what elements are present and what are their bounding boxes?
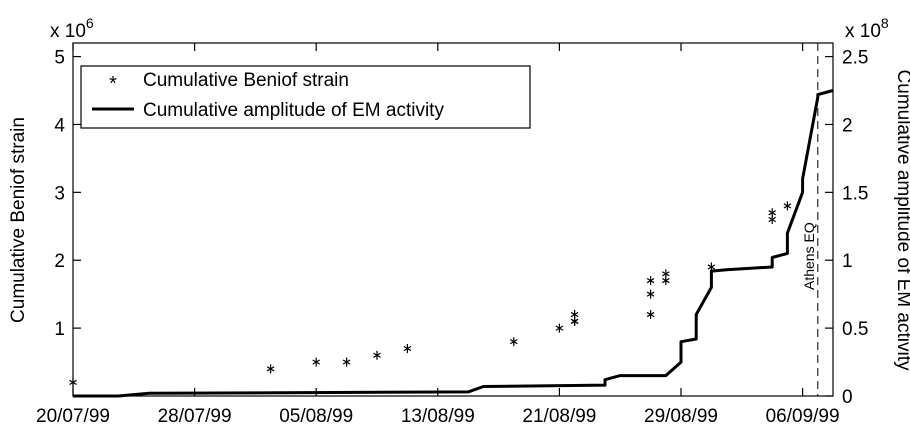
x-tick-label: 28/07/99: [158, 406, 232, 427]
right-tick-label: 2: [842, 115, 853, 136]
left-tick-label: 4: [54, 115, 65, 136]
benioff-point: [69, 377, 77, 387]
benioff-point: [555, 323, 564, 333]
benioff-point: [266, 364, 275, 374]
left-multiplier: x 106: [50, 15, 94, 42]
left-tick-label: 2: [54, 251, 65, 272]
legend: * Cumulative Beniof strain Cumulative am…: [80, 65, 531, 129]
em-activity-line: [73, 89, 834, 398]
left-tick-label: 5: [54, 48, 65, 69]
x-tick-label: 29/08/99: [644, 406, 718, 427]
benioff-point: [707, 262, 716, 272]
right-axis-ticks: 0 0.5 1 1.5 2 2.5: [825, 48, 868, 408]
right-axis-label: Cumulative amplitude of EM activity: [893, 70, 910, 371]
benioff-point: [509, 337, 518, 347]
benioff-strain-series: [69, 201, 792, 387]
x-tick-label: 06/09/99: [766, 406, 840, 427]
legend-marker-benioff: *: [109, 73, 117, 95]
athens-eq-label: Athens EQ: [801, 222, 817, 290]
benioff-point: [312, 357, 321, 367]
benioff-point: [783, 201, 792, 211]
x-tick-label: 05/08/99: [279, 406, 353, 427]
legend-label-em: Cumulative amplitude of EM activity: [143, 100, 444, 121]
benioff-point: [646, 276, 655, 286]
benioff-point: [342, 357, 351, 367]
benioff-point: [646, 310, 655, 320]
benioff-point: [661, 269, 670, 279]
left-tick-label: 1: [54, 319, 65, 340]
x-tick-label: 20/07/99: [36, 406, 110, 427]
benioff-point: [403, 343, 412, 353]
benioff-point: [373, 350, 381, 360]
x-tick-label: 21/08/99: [522, 406, 596, 427]
left-tick-label: 3: [54, 183, 65, 204]
legend-label-benioff: Cumulative Beniof strain: [143, 70, 349, 91]
right-tick-label: 1.5: [842, 183, 868, 204]
legend-box: [80, 65, 531, 129]
x-tick-label: 13/08/99: [401, 406, 475, 427]
right-tick-label: 0.5: [842, 319, 868, 340]
x-axis-ticks: 20/07/99 28/07/99 05/08/99 13/08/99 21/08/99…: [36, 43, 840, 427]
left-axis-label: Cumulative Beniof strain: [8, 117, 29, 323]
em-activity-series: [73, 89, 834, 398]
right-multiplier: x 108: [845, 15, 889, 42]
right-tick-label: 2.5: [842, 48, 868, 69]
right-tick-label: 1: [842, 251, 853, 272]
benioff-point: [570, 310, 579, 320]
right-tick-label: 0: [842, 387, 853, 408]
benioff-point: [646, 289, 655, 299]
benioff-point: [768, 208, 777, 218]
